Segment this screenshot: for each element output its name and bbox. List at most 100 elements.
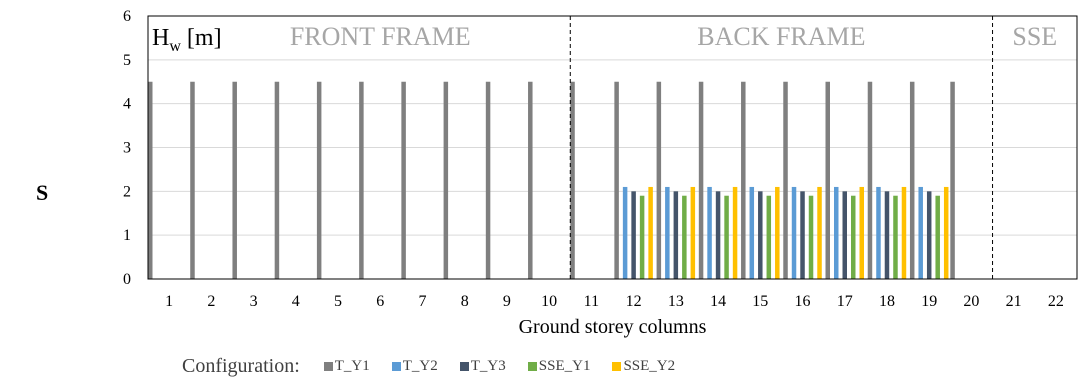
y-tick-label: 6 — [123, 8, 131, 25]
bar — [316, 81, 322, 279]
bar — [893, 195, 898, 279]
legend-swatch — [527, 361, 537, 371]
bar — [622, 186, 628, 279]
bar — [673, 191, 679, 279]
bar — [791, 186, 797, 279]
bar — [884, 191, 890, 279]
bar — [698, 81, 704, 279]
bar — [749, 186, 755, 279]
bar — [724, 195, 729, 279]
y-tick-labels: 0 1 2 3 4 5 6 — [123, 8, 131, 288]
bar — [690, 186, 696, 279]
bar — [631, 191, 636, 279]
bar — [528, 81, 533, 279]
bar — [842, 191, 847, 279]
bar — [851, 195, 856, 279]
x-tick-label: 17 — [837, 293, 853, 310]
bar — [867, 81, 873, 279]
bar — [614, 81, 619, 279]
legend-label: T_Y1 — [334, 357, 370, 374]
x-tick-label: 20 — [963, 293, 979, 310]
x-tick-label: 1 — [165, 293, 173, 310]
legend-item-t-y2: T_Y2 — [391, 357, 438, 375]
bar — [766, 195, 772, 279]
region-labels: FRONT FRAME BACK FRAME SSE — [290, 22, 1057, 51]
x-tick-label: 3 — [250, 293, 258, 310]
x-tick-label: 2 — [207, 293, 215, 310]
x-tick-label: 22 — [1048, 293, 1064, 310]
legend-label: SSE_Y1 — [538, 357, 591, 374]
bar — [443, 81, 449, 279]
bar — [943, 186, 949, 279]
bar — [901, 186, 907, 279]
x-tick-labels: 1 2 3 4 5 6 7 8 9 10 11 12 13 14 15 16 17 18 19 20 21 22 — [165, 293, 1064, 310]
y-tick-label: 3 — [123, 140, 131, 157]
legend-title: Configuration: — [182, 354, 300, 377]
x-tick-label: 16 — [795, 293, 811, 310]
y-tick-label: 1 — [123, 227, 131, 244]
y-axis-title-subscript: w — [169, 38, 181, 55]
bar — [665, 186, 670, 279]
bar — [909, 81, 915, 279]
bar — [401, 81, 406, 279]
bar — [656, 81, 662, 279]
legend-swatch — [323, 361, 333, 371]
x-tick-label: 18 — [879, 293, 895, 310]
x-tick-label: 21 — [1006, 293, 1022, 310]
region-label: BACK FRAME — [697, 22, 865, 51]
bar — [682, 195, 687, 279]
x-tick-label: 7 — [418, 293, 426, 310]
legend: Configuration: T_Y1 T_Y2 T_Y3 SSE_Y1 SSE… — [182, 352, 697, 380]
x-tick-label: 15 — [752, 293, 768, 310]
bar — [274, 81, 280, 279]
bar — [741, 81, 746, 279]
bar — [232, 81, 237, 279]
x-tick-label: 9 — [503, 293, 511, 310]
legend-swatch — [612, 361, 622, 371]
x-tick-label: 8 — [461, 293, 469, 310]
bar — [648, 186, 653, 279]
bar — [834, 186, 839, 279]
bar — [148, 81, 153, 279]
bar — [825, 81, 830, 279]
legend-item-t-y3: T_Y3 — [459, 357, 506, 375]
x-axis-label: Ground storey columns — [519, 316, 707, 338]
bar — [876, 186, 881, 279]
legend-label: SSE_Y2 — [623, 357, 676, 374]
x-tick-label: 10 — [541, 293, 557, 310]
x-tick-label: 19 — [921, 293, 937, 310]
y-tick-label: 5 — [123, 52, 131, 69]
legend-swatch — [391, 361, 401, 371]
bar — [570, 81, 575, 279]
bar — [775, 186, 780, 279]
bar — [732, 186, 738, 279]
plot-frame — [147, 15, 1078, 280]
x-tick-label: 13 — [668, 293, 684, 310]
bar — [707, 186, 712, 279]
bar — [926, 191, 932, 279]
y-tick-label: 4 — [123, 96, 131, 113]
region-label: SSE — [1012, 22, 1057, 51]
x-tick-label: 5 — [334, 293, 342, 310]
bars — [148, 81, 955, 279]
bar — [950, 81, 955, 279]
bar — [485, 81, 491, 279]
legend-label: T_Y2 — [402, 357, 438, 374]
bar — [639, 195, 645, 279]
region-dividers — [569, 16, 994, 279]
y-axis-title: Hw [m] — [152, 25, 222, 55]
bar — [758, 191, 763, 279]
x-tick-label: 4 — [292, 293, 300, 310]
legend-item-sse-y1: SSE_Y1 — [527, 357, 591, 375]
y-axis-title-base: H — [152, 25, 169, 51]
bar — [190, 81, 195, 279]
x-tick-label: 6 — [376, 293, 384, 310]
side-label: S — [36, 180, 49, 205]
legend-swatch — [459, 361, 469, 371]
bar — [808, 195, 814, 279]
bar — [817, 186, 822, 279]
legend-item-sse-y2: SSE_Y2 — [612, 358, 675, 375]
bar — [715, 191, 721, 279]
legend-label: T_Y3 — [470, 357, 506, 374]
